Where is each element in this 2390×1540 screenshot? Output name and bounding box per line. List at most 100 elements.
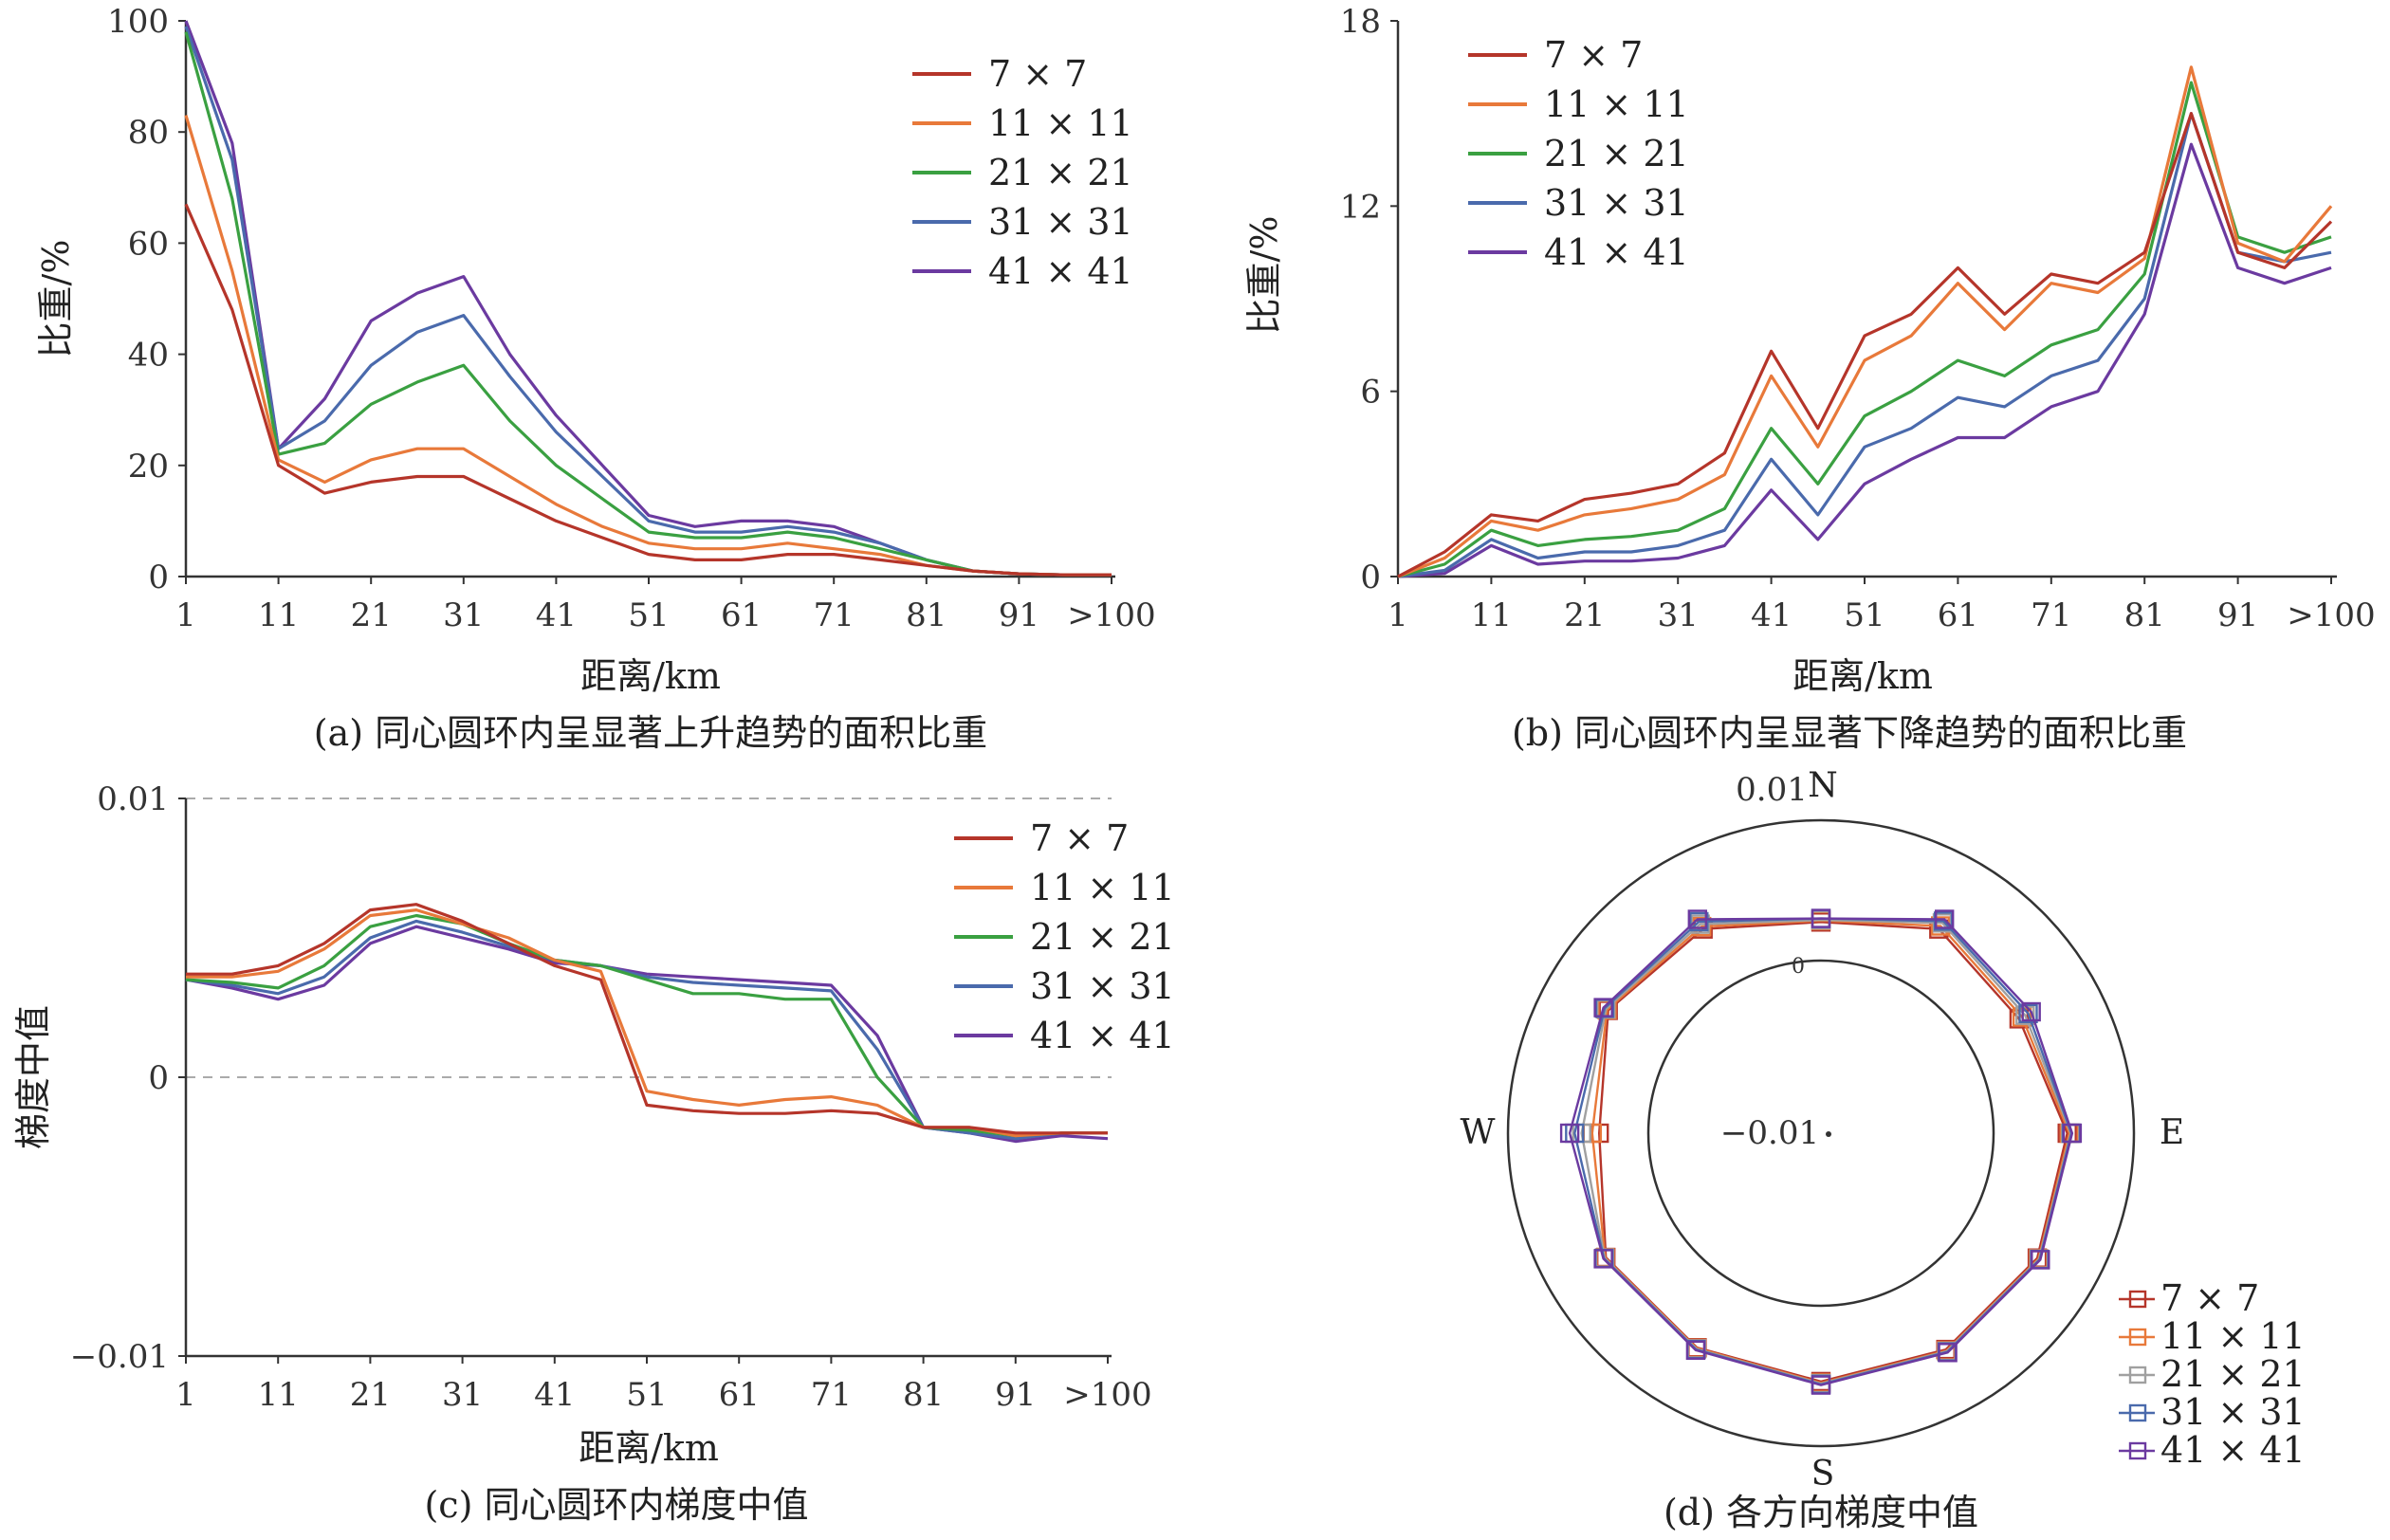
pd-legend-label: 21 × 21 <box>2160 1353 2306 1395</box>
pd-series-line <box>1597 921 2068 1384</box>
pb-xtick-label: 41 <box>1751 596 1792 634</box>
panel-c-ylabel: 梯度中值 <box>12 1005 54 1149</box>
pc-ytick-label: 0.01 <box>97 780 169 818</box>
panel-d-zero-value: 0 <box>1792 955 1805 979</box>
pd-series-marker <box>2031 1250 2050 1270</box>
pd-series-marker <box>1687 909 1708 929</box>
panel-b-xlabel: 距离/km <box>1792 655 1933 697</box>
pa-xtick-label: >100 <box>1067 596 1155 634</box>
panel-d-west-label: W <box>1460 1113 1495 1152</box>
pc-xtick-label: 71 <box>811 1376 852 1414</box>
pd-series-marker <box>1811 1375 1831 1395</box>
pb-xtick-label: 81 <box>2124 596 2165 634</box>
pb-ytick-label: 18 <box>1340 3 1381 41</box>
panel-d-center-dot <box>1826 1131 1831 1137</box>
pb-legend-label: 21 × 21 <box>1544 133 1689 174</box>
pa-xtick-label: 81 <box>906 596 947 634</box>
pc-series-line <box>185 919 1108 1141</box>
panel-c-caption: (c) 同心圆环内梯度中值 <box>424 1484 808 1526</box>
panel-b-legend: 7 × 7 11 × 11 21 × 21 31 × 31 41 × 41 <box>1468 34 1689 273</box>
panel-d-outer-ring <box>1506 818 2136 1448</box>
pc-series-line <box>186 903 1108 1135</box>
pb-series-line <box>1397 142 2332 578</box>
pc-legend-label: 41 × 41 <box>1030 1015 1175 1056</box>
panel-a-legend: 7 × 7 11 × 11 21 × 21 31 × 31 41 × 41 <box>912 53 1133 292</box>
pc-legend-label: 7 × 7 <box>1030 817 1129 859</box>
pa-xtick-label: 21 <box>351 596 392 634</box>
pd-series-marker <box>2021 1001 2041 1022</box>
pa-ytick-label: 80 <box>128 114 169 152</box>
pb-legend-label: 41 × 41 <box>1544 231 1689 273</box>
pc-xtick-label: 1 <box>175 1376 196 1414</box>
pd-legend-label: 31 × 31 <box>2160 1391 2306 1433</box>
pb-legend-label: 31 × 31 <box>1544 182 1689 224</box>
pc-xtick-label: 31 <box>442 1376 483 1414</box>
pa-xtick-label: 1 <box>175 596 196 634</box>
pb-xtick-label: 1 <box>1388 596 1408 634</box>
pa-ytick-label: 20 <box>128 448 169 486</box>
panel-d-inner-value: −0.01 <box>1720 1114 1819 1152</box>
pc-legend-label: 31 × 31 <box>1030 965 1175 1007</box>
pd-legend-label: 11 × 11 <box>2160 1315 2306 1357</box>
panel-a-ylabel: 比重/% <box>35 240 77 358</box>
panel-b-ylabel: 比重/% <box>1243 216 1285 335</box>
pc-xtick-label: 21 <box>350 1376 391 1414</box>
panel-d: N S E W 0.01 −0.01 0 (d) 各方向梯度中值 7 × 711… <box>1460 766 2305 1533</box>
pd-series-marker <box>1559 1123 1580 1144</box>
panel-d-inner-ring <box>1646 959 1995 1308</box>
pc-legend-label: 11 × 11 <box>1030 867 1175 908</box>
pa-ytick-label: 40 <box>128 337 169 375</box>
pc-series-line <box>185 913 1108 1138</box>
panel-d-north-label: N <box>1808 766 1838 805</box>
pd-legend-marker <box>2128 1403 2147 1422</box>
pa-series-line <box>184 31 1112 577</box>
pb-xtick-label: 31 <box>1658 596 1699 634</box>
pb-legend-label: 11 × 11 <box>1544 83 1689 125</box>
pd-legend-marker <box>2128 1328 2147 1347</box>
pa-legend-label: 7 × 7 <box>988 53 1087 95</box>
pa-series-line <box>184 203 1112 577</box>
pa-xtick-label: 71 <box>814 596 855 634</box>
pc-legend-label: 21 × 21 <box>1030 916 1175 958</box>
pc-ytick-label: −0.01 <box>70 1338 169 1376</box>
pb-series-line <box>1397 65 2333 578</box>
panel-a-xlabel: 距离/km <box>580 655 721 697</box>
pb-xtick-label: 71 <box>2031 596 2071 634</box>
pd-legend-marker <box>2128 1441 2147 1460</box>
pc-xtick-label: 91 <box>995 1376 1036 1414</box>
pc-xtick-label: 41 <box>534 1376 575 1414</box>
pc-xtick-label: 51 <box>626 1376 667 1414</box>
pa-xtick-label: 91 <box>999 596 1039 634</box>
pa-xtick-label: 11 <box>258 596 299 634</box>
pd-series-marker <box>1593 998 1613 1018</box>
pd-series-marker <box>2018 1003 2038 1024</box>
pc-xtick-label: 81 <box>903 1376 944 1414</box>
panel-a-caption: (a) 同心圆环内呈显著上升趋势的面积比重 <box>314 712 987 754</box>
pa-ytick-label: 0 <box>148 559 169 596</box>
pb-ytick-label: 12 <box>1340 188 1381 226</box>
pa-series-line <box>184 115 1112 577</box>
pc-ytick-label: 0 <box>148 1059 169 1097</box>
panel-c-legend: 7 × 7 11 × 11 21 × 21 31 × 31 41 × 41 <box>954 817 1175 1056</box>
pb-xtick-label: >100 <box>2287 596 2375 634</box>
pa-legend-label: 11 × 11 <box>988 102 1133 144</box>
pd-series-marker <box>2062 1123 2083 1144</box>
pa-ytick-label: 60 <box>128 225 169 263</box>
pb-xtick-label: 11 <box>1471 596 1512 634</box>
pc-xtick-label: >100 <box>1063 1376 1151 1414</box>
pb-xtick-label: 21 <box>1564 596 1605 634</box>
pa-legend-label: 21 × 21 <box>988 152 1133 193</box>
panel-d-caption: (d) 各方向梯度中值 <box>1664 1492 1978 1533</box>
pb-series-line <box>1397 112 2333 578</box>
pd-legend-marker <box>2128 1366 2147 1384</box>
pb-legend-label: 7 × 7 <box>1544 34 1643 76</box>
pd-legend-label: 7 × 7 <box>2160 1277 2259 1319</box>
pb-series-line <box>1397 112 2332 578</box>
pd-legend-marker <box>2128 1290 2147 1309</box>
panel-c-xlabel: 距离/km <box>579 1427 719 1469</box>
